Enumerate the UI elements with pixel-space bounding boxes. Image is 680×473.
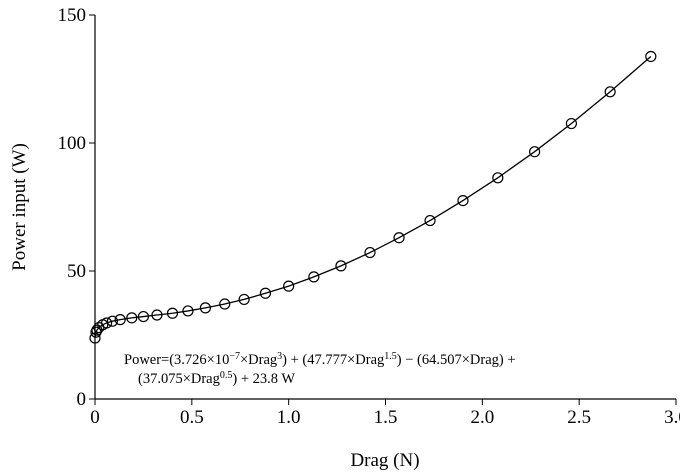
- data-point: [529, 146, 541, 158]
- x-tick-label: 3.0: [664, 407, 680, 428]
- annotation: Power=(3.726×10−7×Drag3) + (47.777×Drag1…: [124, 351, 516, 369]
- data-point: [565, 117, 578, 130]
- annotation-part: 0.5: [220, 370, 233, 381]
- x-tick-label: 1.5: [374, 407, 398, 428]
- data-point: [604, 86, 616, 98]
- data-point: [106, 315, 119, 327]
- data-point: [238, 293, 250, 306]
- y-tick-label: 150: [58, 5, 87, 26]
- annotation-part: ×Drag: [240, 352, 277, 368]
- data-point: [151, 309, 163, 321]
- data-point: [137, 310, 150, 323]
- x-tick-label: 1.0: [277, 407, 301, 428]
- annotation-part: −7: [229, 351, 240, 362]
- y-tick-label: 100: [58, 133, 87, 154]
- data-point: [199, 302, 211, 314]
- annotation: (37.075×Drag0.5) + 23.8 W: [138, 370, 295, 388]
- x-tick-label: 2.5: [567, 407, 591, 428]
- data-point: [126, 312, 138, 324]
- data-point: [645, 50, 657, 63]
- data-point: [308, 271, 320, 283]
- data-point: [89, 332, 101, 344]
- data-point: [219, 298, 231, 310]
- annotation-part: ) + (47.777×Drag: [282, 352, 384, 368]
- data-point: [364, 246, 376, 259]
- fit-line: [94, 55, 652, 339]
- annotation-part: 1.5: [384, 351, 397, 362]
- y-tick-label: 0: [77, 389, 87, 410]
- data-point: [457, 195, 469, 207]
- x-tick-label: 0.5: [180, 407, 204, 428]
- data-point: [101, 317, 113, 329]
- data-point: [166, 307, 179, 319]
- annotation-part: (37.075×Drag: [138, 371, 220, 387]
- annotation-part: Power=(3.726×10: [124, 352, 229, 368]
- data-point: [283, 280, 295, 292]
- data-point: [114, 314, 126, 326]
- data-point: [335, 260, 347, 272]
- annotation-part: ) − (64.507×Drag) +: [397, 352, 516, 368]
- y-tick-label: 50: [67, 261, 86, 282]
- x-axis-title: Drag (N): [350, 450, 419, 471]
- data-point: [492, 172, 504, 184]
- y-axis-title: Power input (W): [9, 143, 30, 271]
- x-tick-label: 2.0: [470, 407, 494, 428]
- data-point: [182, 305, 194, 317]
- annotation-part: ) + 23.8 W: [232, 371, 295, 387]
- annotation-part: 3: [277, 351, 282, 362]
- data-point: [393, 232, 405, 244]
- x-tick-label: 0: [90, 407, 100, 428]
- data-point: [259, 287, 272, 299]
- data-point: [424, 214, 436, 227]
